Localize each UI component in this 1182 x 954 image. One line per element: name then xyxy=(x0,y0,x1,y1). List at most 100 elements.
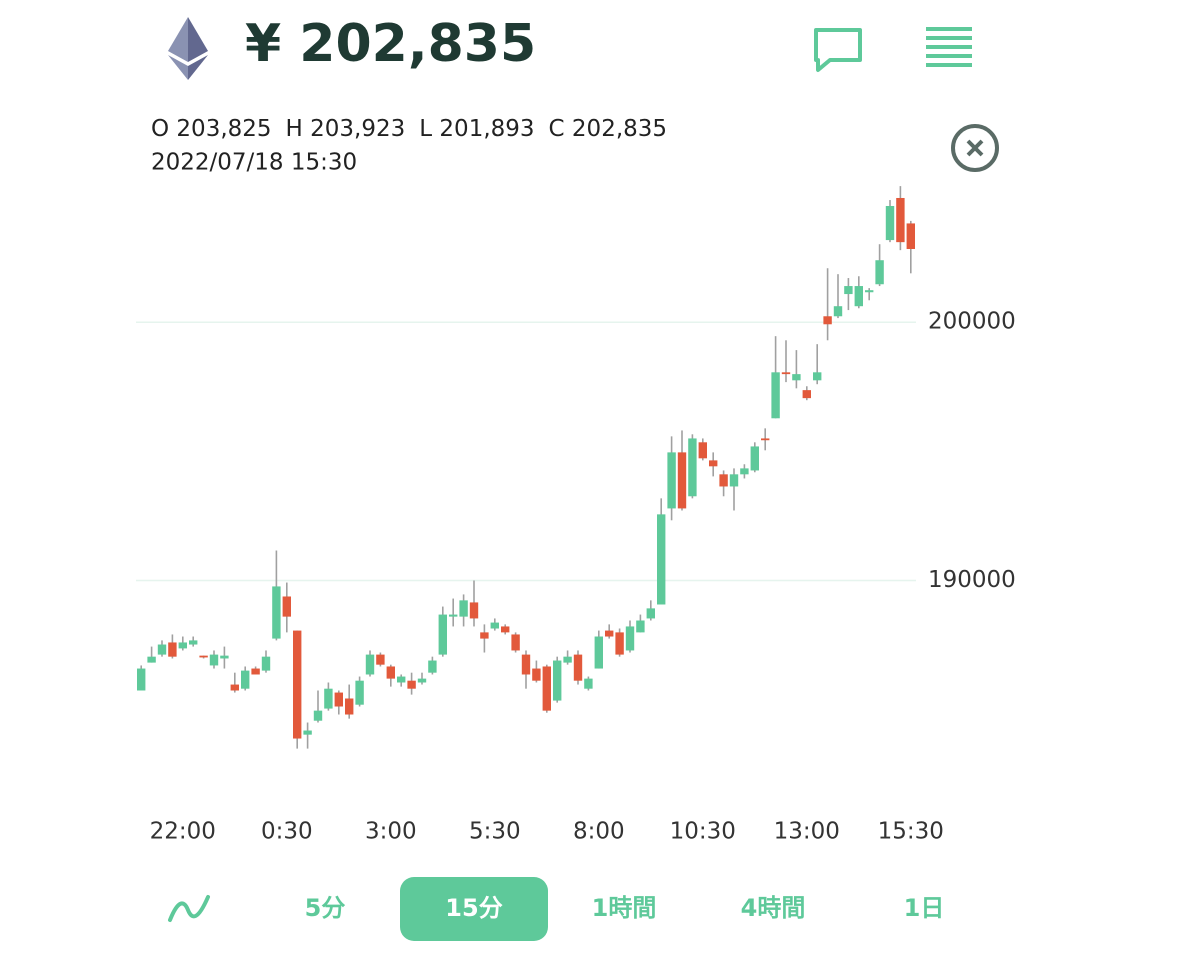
candle-body xyxy=(532,668,541,681)
candle-body xyxy=(573,654,583,681)
tab[interactable]: 5分 xyxy=(305,894,346,922)
candle-body xyxy=(563,656,572,663)
ohlc-value: 201,893 xyxy=(439,116,534,142)
y-tick-label: 190000 xyxy=(928,567,1016,593)
candle-body xyxy=(449,614,458,617)
candle-body xyxy=(428,660,437,673)
ohlc-value: 203,825 xyxy=(176,116,271,142)
x-tick-label: 15:30 xyxy=(878,819,944,845)
candle-body xyxy=(251,668,260,675)
candle-body xyxy=(854,286,863,307)
candle-body xyxy=(677,452,687,509)
y-tick-label: 200000 xyxy=(928,309,1016,335)
candle-body xyxy=(469,602,479,619)
ohlc-label: O xyxy=(151,116,169,142)
candle-body xyxy=(386,666,395,679)
candle-body xyxy=(521,654,531,675)
candle-body xyxy=(865,290,874,293)
candle-body xyxy=(209,654,219,666)
candle-body xyxy=(397,676,406,683)
candle-body xyxy=(376,654,385,665)
candle-body xyxy=(345,698,354,715)
menu-button[interactable] xyxy=(926,27,972,67)
candle-body xyxy=(168,642,177,657)
candle-body xyxy=(157,644,167,655)
x-tick-label: 10:30 xyxy=(670,819,736,845)
candle-body xyxy=(615,632,624,655)
candle-body xyxy=(584,678,593,689)
tab[interactable]: 4時間 xyxy=(741,894,806,922)
candle-body xyxy=(178,642,187,649)
line-chart-button[interactable] xyxy=(168,895,210,922)
tab[interactable]: 1日 xyxy=(904,894,945,922)
ohlc-label: H xyxy=(286,116,303,142)
candle-body xyxy=(480,632,489,639)
tab[interactable]: 15分 xyxy=(445,894,502,922)
candle-body xyxy=(261,656,271,671)
candle-body xyxy=(761,438,770,441)
candle-body xyxy=(844,286,853,295)
candle-body xyxy=(324,688,333,709)
candle-body xyxy=(501,626,510,633)
candle-body xyxy=(906,223,915,249)
candle-body xyxy=(802,390,811,399)
candle-body xyxy=(313,710,323,721)
candle-body xyxy=(365,654,375,675)
candle-body xyxy=(709,460,718,467)
candle-body xyxy=(646,608,655,619)
candle-body xyxy=(833,306,843,317)
candle-body xyxy=(199,655,208,658)
candle-body xyxy=(605,630,614,637)
candle-body xyxy=(688,438,697,497)
x-tick-label: 13:00 xyxy=(774,819,840,845)
candle-body xyxy=(230,684,239,691)
candle-body xyxy=(813,372,822,381)
candle-body xyxy=(490,622,499,629)
x-tick-label: 0:30 xyxy=(261,819,313,845)
chat-button[interactable] xyxy=(814,28,862,72)
candle-body xyxy=(625,626,635,651)
candle-body xyxy=(875,260,884,285)
tabs: 5分 15分 1時間 4時間 1日 xyxy=(305,877,945,941)
candle-body xyxy=(823,316,832,325)
plot: 190000 200000 22:00 0:30 3:00 5:30 8:00 10:30 13… xyxy=(136,186,1016,845)
candle-body xyxy=(771,372,780,419)
x-tick-label: 5:30 xyxy=(469,819,521,845)
candle-body xyxy=(553,660,562,701)
candle-body xyxy=(781,372,791,375)
candle-body xyxy=(698,442,707,459)
timestamp: 2022/07/18 15:30 xyxy=(151,150,357,176)
tab[interactable]: 1時間 xyxy=(592,894,657,922)
ohlc-label: C xyxy=(549,116,565,142)
candle-body xyxy=(293,630,302,739)
candle-body xyxy=(511,634,520,651)
candle-body xyxy=(137,668,146,691)
candle-body xyxy=(459,600,468,617)
ohlc-value: 203,923 xyxy=(310,116,405,142)
candle-body xyxy=(355,680,364,705)
candle-body xyxy=(542,666,551,711)
candle-body xyxy=(417,678,427,683)
candle-body xyxy=(147,656,156,663)
eth-logo xyxy=(168,17,208,80)
candle-body xyxy=(303,730,312,735)
candle-body xyxy=(750,446,759,471)
candle-body xyxy=(282,596,291,617)
close-button[interactable] xyxy=(951,124,999,172)
candle-body xyxy=(241,670,250,689)
candle-body xyxy=(189,640,198,645)
candle-body xyxy=(272,586,281,639)
candle-body xyxy=(896,197,905,243)
candle-body xyxy=(729,474,739,487)
price: ¥ 202,835 xyxy=(245,14,536,74)
candle-body xyxy=(657,514,666,605)
candle-body xyxy=(438,614,447,655)
candle-body xyxy=(740,468,749,475)
candle-body xyxy=(719,474,728,487)
x-tick-label: 3:00 xyxy=(365,819,417,845)
x-tick-label: 8:00 xyxy=(573,819,625,845)
candle-body xyxy=(792,374,801,381)
ohlc-label: L xyxy=(419,116,432,142)
